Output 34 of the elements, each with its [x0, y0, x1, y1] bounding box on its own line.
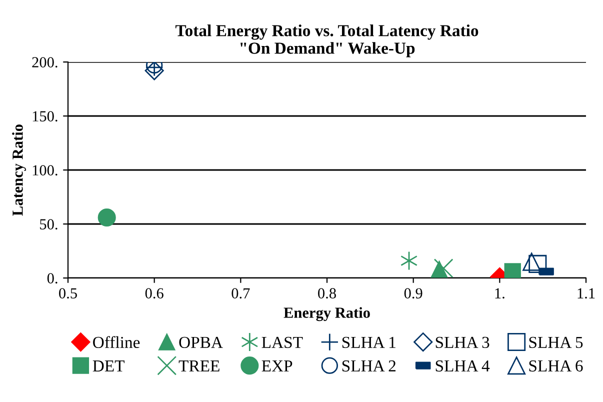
- legend-label: SLHA 6: [529, 360, 583, 372]
- point: [400, 250, 418, 270]
- legend-label: SLHA 3: [436, 336, 490, 348]
- x-tick-label: 1.: [495, 288, 504, 299]
- y-tick-label: 200.: [32, 57, 58, 68]
- legend-label: Offline: [93, 336, 140, 348]
- x-tick-label: 1.1: [578, 288, 595, 299]
- y-tick-label: 0.: [47, 273, 58, 284]
- legend-label: OPBA: [179, 336, 223, 348]
- point: [144, 62, 164, 80]
- y-tick-label: 100.: [32, 165, 58, 176]
- x-tick-label: 0.9: [404, 288, 422, 299]
- legend-label: LAST: [262, 336, 303, 348]
- legend-label: DET: [92, 360, 124, 372]
- legend-label: SLHA 4: [436, 360, 490, 372]
- x-tick-label: 0.5: [59, 288, 77, 299]
- x-tick-label: 0.6: [145, 288, 164, 299]
- legend-label: SLHA 1: [342, 336, 396, 348]
- point: [522, 252, 541, 271]
- point: [98, 208, 116, 227]
- point: [434, 258, 454, 278]
- y-tick-label: 150.: [32, 111, 58, 122]
- point: [528, 254, 547, 273]
- legend-label: TREE: [178, 360, 220, 372]
- point: [504, 263, 521, 278]
- y-tick-label: 50.: [40, 219, 58, 230]
- x-axis-title: Energy Ratio: [284, 307, 370, 322]
- x-tick-label: 0.7: [232, 288, 250, 299]
- x-tick-label: 0.8: [318, 288, 336, 299]
- chart-title: Total Energy Ratio vs. Total Latency Ratio "On Demand" Wake-Up: [175, 24, 478, 58]
- legend-label: EXP: [262, 360, 292, 372]
- legend-label: SLHA 2: [342, 360, 396, 372]
- y-axis-title: Latency Ratio: [12, 124, 26, 216]
- legend-label: SLHA 5: [529, 336, 583, 348]
